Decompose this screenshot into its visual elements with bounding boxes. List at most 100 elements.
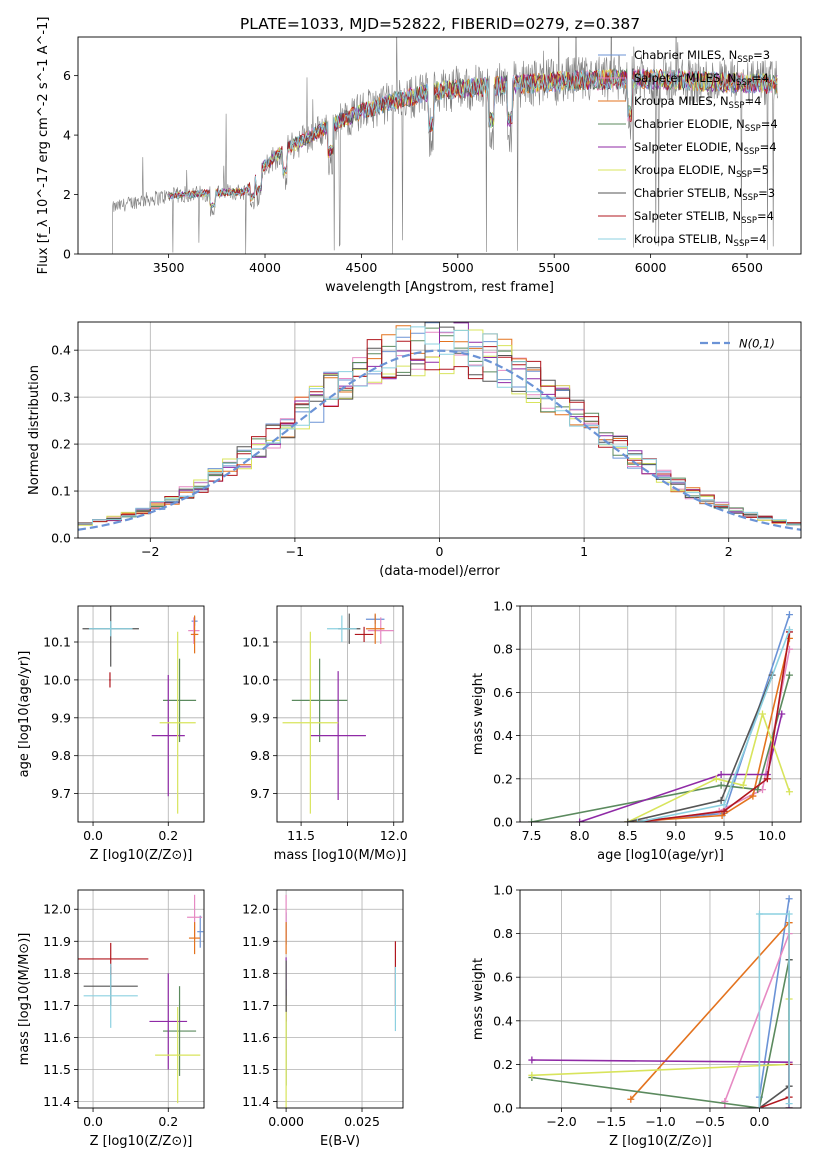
y-tick-label: 0.8	[493, 642, 513, 657]
x-axis-label: (data-model)/error	[379, 564, 500, 579]
y-tick-label: 9.9	[250, 710, 270, 725]
legend-entry: Salpeter ELODIE, NSSP=4	[634, 140, 777, 157]
gaussian-reference-curve	[78, 349, 801, 531]
histogram-steps	[78, 326, 801, 525]
series-point	[763, 775, 771, 783]
x-tick-label: 6500	[731, 260, 763, 275]
y-tick-label: 0.3	[51, 390, 71, 405]
x-tick-label: −2.0	[546, 1114, 576, 1129]
y-tick-label: 1.0	[493, 599, 513, 614]
axes-frame	[77, 36, 802, 255]
y-tick-label: 10.1	[43, 635, 71, 650]
series-point	[785, 611, 793, 619]
y-axis-label: mass [log10(M/M⊙)]	[17, 933, 32, 1066]
x-tick-label: 0.025	[344, 1114, 380, 1129]
y-tick-label: 0.6	[493, 685, 513, 700]
plot-area	[78, 606, 204, 822]
axes-frame	[77, 321, 802, 539]
plot-area	[277, 606, 403, 822]
y-tick-label: 9.7	[51, 786, 71, 801]
panel-spectrum: 3500 4000 4500 5000 5500 6000 6500 0 2 4 6 waveleng…	[36, 17, 802, 295]
histogram-steps	[78, 322, 801, 524]
plot-area	[520, 606, 801, 822]
series-point	[717, 770, 725, 778]
axes-frame	[276, 605, 404, 823]
y-tick-label: 0.0	[51, 531, 71, 546]
y-tick-label: 0.0	[493, 1101, 513, 1116]
y-tick-label: 11.7	[242, 998, 270, 1013]
x-tick-label: −1	[286, 544, 304, 559]
x-tick-label: −0.5	[695, 1114, 725, 1129]
x-axis-label: Z [log10(Z/Z⊙)]	[90, 1134, 193, 1149]
series-point	[754, 786, 762, 794]
y-tick-label: 11.5	[242, 1062, 270, 1077]
y-tick-label: 0	[63, 247, 71, 262]
y-tick-label: 12.0	[43, 902, 71, 917]
x-tick-label: 8.0	[570, 828, 590, 843]
y-tick-label: 10.0	[242, 672, 270, 687]
legend-entry: Chabrier MILES, NSSP=3	[634, 48, 770, 65]
x-axis-label: wavelength [Angstrom, rest frame]	[325, 280, 554, 295]
series-point	[624, 818, 632, 822]
x-tick-label: 0.0	[83, 1114, 103, 1129]
y-tick-label: 0.4	[493, 1013, 513, 1028]
x-axis-label: Z [log10(Z/Z⊙)]	[90, 848, 193, 863]
axes-frame	[519, 889, 802, 1109]
histogram-steps	[78, 322, 801, 526]
panel-weight-vs-Z: −2.0 −1.5 −1.0 −0.5 0.0 0.0 0.2 0.4 0.6 0.8 1.0 Z […	[471, 883, 802, 1149]
series-point	[721, 1104, 729, 1108]
y-tick-label: 4	[63, 128, 71, 143]
series-point	[749, 792, 757, 800]
spectrum-legend: Chabrier MILES, NSSP=3 Salpeter MILES, NS…	[598, 48, 778, 249]
x-tick-label: 11.5	[287, 828, 315, 843]
x-tick-label: 7.5	[522, 828, 542, 843]
x-tick-label: −2	[141, 544, 159, 559]
y-tick-label: 10.0	[43, 672, 71, 687]
x-tick-label: 0.0	[83, 828, 103, 843]
series-point	[785, 788, 793, 796]
panel-mass-vs-ebv: 0.000 0.025 11.4 11.5 11.6 11.7 11.8 11.9 12.0 E(…	[242, 889, 404, 1149]
y-tick-label: 0.0	[493, 815, 513, 830]
legend-entry: Kroupa MILES, NSSP=4	[634, 94, 761, 111]
series-point	[785, 671, 793, 679]
y-tick-label: 9.7	[250, 786, 270, 801]
x-tick-label: 0.000	[268, 1114, 304, 1129]
y-tick-label: 9.8	[51, 748, 71, 763]
x-tick-label: 4500	[346, 260, 378, 275]
x-axis-label: E(B-V)	[320, 1134, 360, 1149]
series-point	[528, 818, 536, 822]
series-point	[627, 1095, 635, 1103]
y-tick-label: 11.8	[242, 966, 270, 981]
plot-area	[277, 890, 403, 1108]
x-tick-label: 9.5	[714, 828, 734, 843]
axes-frame	[77, 605, 205, 823]
x-tick-label: 2	[725, 544, 733, 559]
series-point	[576, 818, 584, 822]
x-axis-label: Z [log10(Z/Z⊙)]	[609, 1134, 712, 1149]
y-tick-label: 11.9	[43, 934, 71, 949]
series-point	[778, 710, 786, 718]
y-tick-label: 1.0	[493, 883, 513, 898]
series-line	[758, 913, 790, 1108]
legend-entry: Salpeter MILES, NSSP=4	[634, 71, 769, 88]
legend-entry: Chabrier ELODIE, NSSP=4	[634, 117, 778, 134]
series-line	[637, 631, 791, 822]
series-point	[720, 807, 728, 815]
y-tick-label: 11.6	[43, 1030, 71, 1045]
series-point	[528, 1071, 536, 1079]
y-tick-label: 11.4	[43, 1094, 71, 1109]
y-axis-label: mass weight	[471, 673, 486, 755]
x-tick-label: 0.0	[749, 1114, 769, 1129]
x-tick-label: 8.5	[618, 828, 638, 843]
x-tick-label: 12.0	[380, 828, 408, 843]
x-tick-label: 0	[436, 544, 444, 559]
x-tick-label: 1	[580, 544, 588, 559]
y-tick-label: 11.4	[242, 1094, 270, 1109]
x-tick-label: −1.5	[596, 1114, 626, 1129]
x-tick-label: 5000	[442, 260, 474, 275]
series-line	[579, 713, 783, 822]
legend-entry: N(0,1)	[739, 337, 775, 351]
series-point	[785, 910, 793, 918]
series-point	[712, 775, 720, 783]
